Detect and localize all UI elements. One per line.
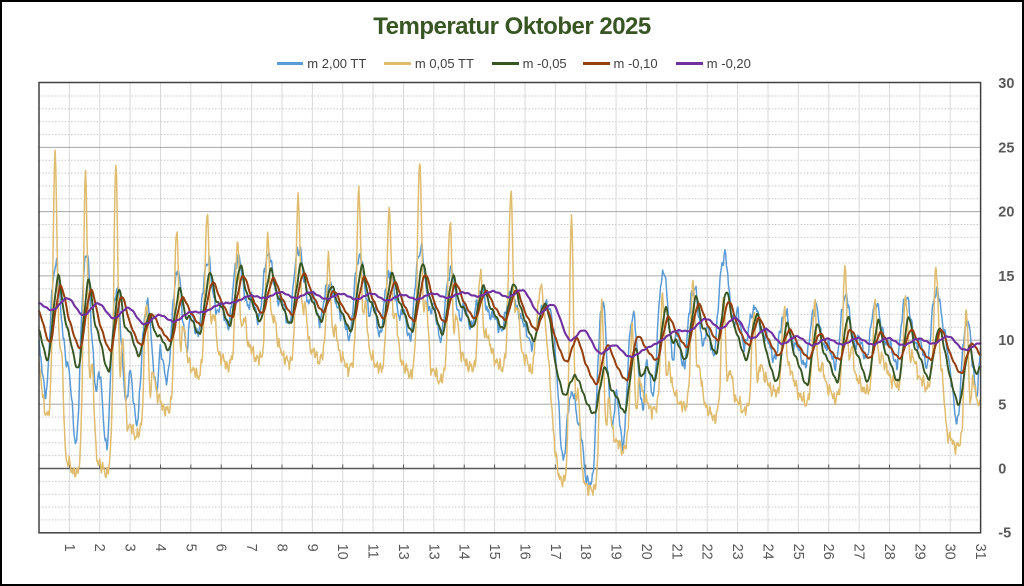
svg-text:30: 30 [998, 76, 1014, 92]
svg-text:3: 3 [122, 544, 138, 552]
svg-text:19: 19 [608, 544, 624, 560]
svg-text:22: 22 [699, 544, 715, 560]
svg-text:4: 4 [152, 544, 168, 552]
svg-text:6: 6 [213, 544, 229, 552]
svg-text:8: 8 [273, 544, 289, 552]
svg-text:20: 20 [998, 205, 1014, 221]
svg-text:14: 14 [456, 544, 472, 560]
svg-text:21: 21 [668, 544, 684, 560]
svg-text:16: 16 [516, 544, 532, 560]
svg-text:26: 26 [820, 544, 836, 560]
svg-text:0: 0 [998, 462, 1006, 478]
svg-text:10: 10 [998, 333, 1014, 349]
svg-text:23: 23 [729, 544, 745, 560]
svg-text:15: 15 [998, 269, 1014, 285]
svg-text:28: 28 [881, 544, 897, 560]
svg-text:-5: -5 [998, 526, 1011, 542]
svg-text:15: 15 [486, 544, 502, 560]
svg-text:9: 9 [304, 544, 320, 552]
svg-text:30: 30 [942, 544, 958, 560]
svg-text:27: 27 [851, 544, 867, 560]
svg-text:17: 17 [547, 544, 563, 560]
svg-text:25: 25 [790, 544, 806, 560]
svg-text:13: 13 [425, 544, 441, 560]
svg-text:2: 2 [91, 544, 107, 552]
svg-text:29: 29 [911, 544, 927, 560]
svg-text:24: 24 [759, 544, 775, 560]
svg-text:5: 5 [182, 544, 198, 552]
svg-text:18: 18 [577, 544, 593, 560]
svg-text:7: 7 [243, 544, 259, 552]
svg-text:1: 1 [61, 544, 77, 552]
svg-text:11: 11 [365, 544, 381, 559]
svg-text:20: 20 [638, 544, 654, 560]
svg-text:13: 13 [395, 544, 411, 560]
svg-text:5: 5 [998, 397, 1006, 413]
svg-text:25: 25 [998, 140, 1014, 156]
svg-text:10: 10 [334, 544, 350, 560]
svg-text:31: 31 [972, 544, 988, 560]
